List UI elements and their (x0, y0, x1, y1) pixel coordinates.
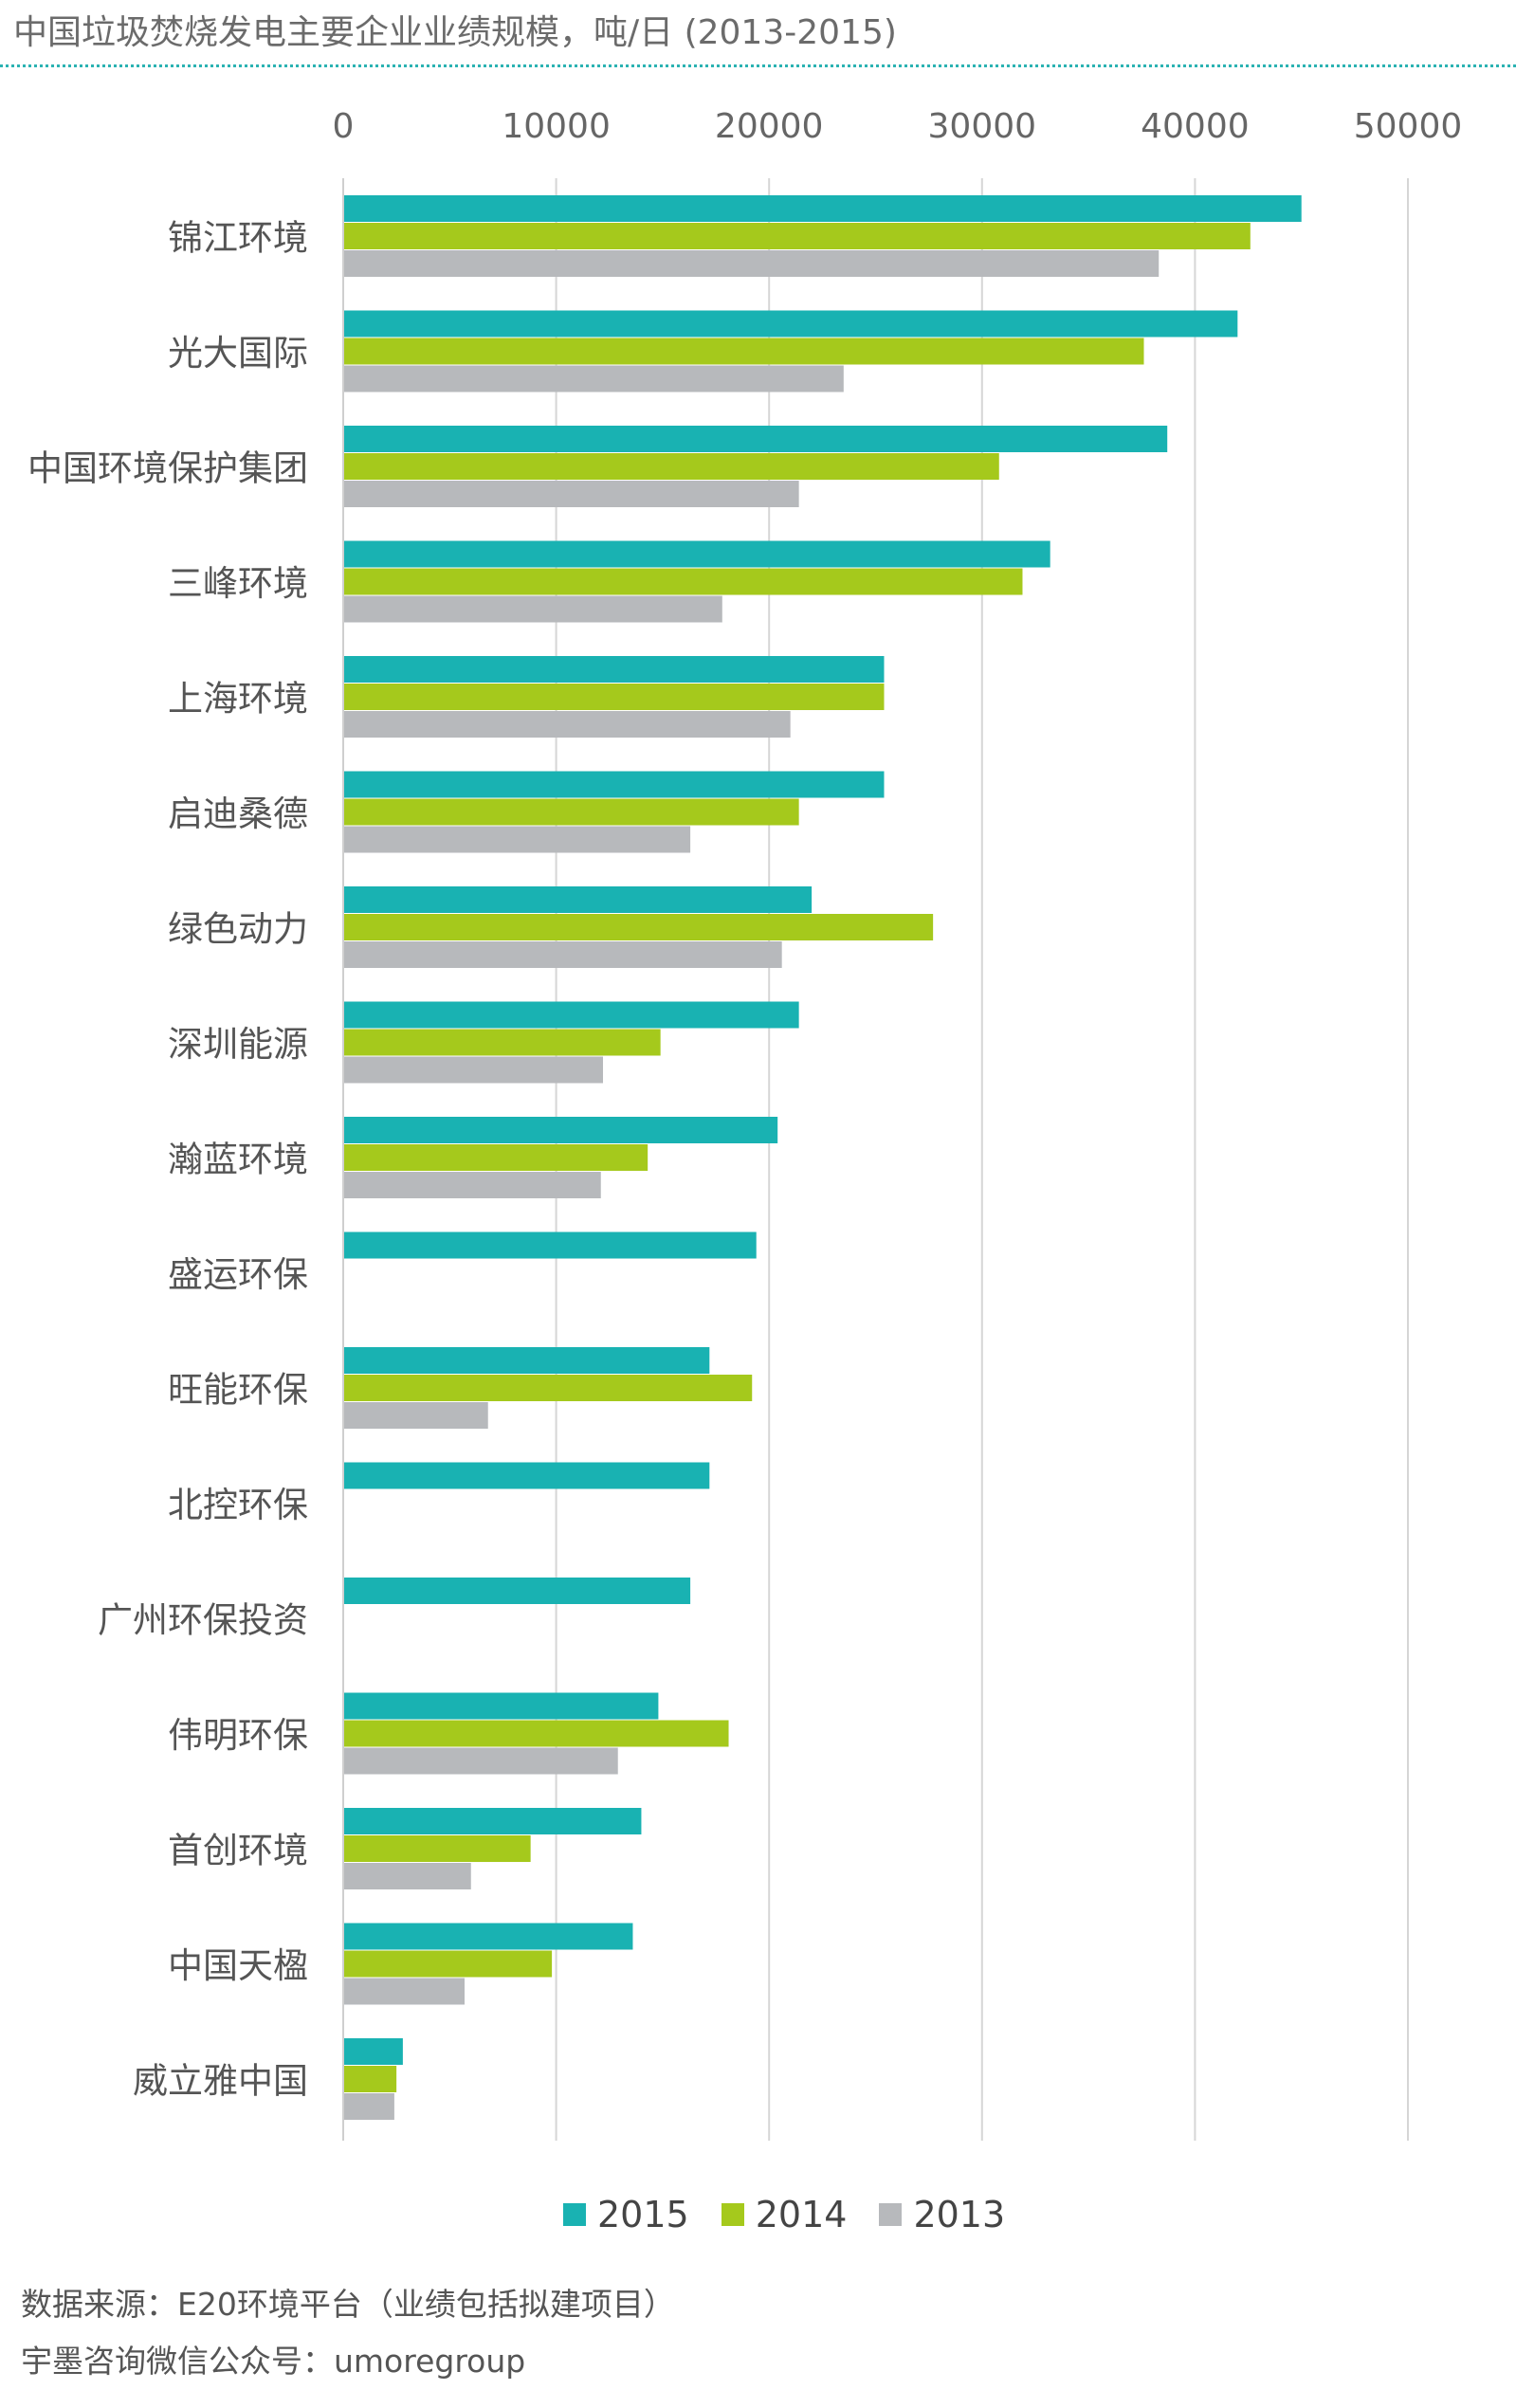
title-divider (0, 64, 1516, 67)
legend-swatch (879, 2203, 903, 2226)
bar-2015 (343, 1231, 757, 1259)
x-tick-label: 30000 (928, 107, 1037, 146)
bar-2015 (343, 540, 1050, 568)
bar-2015 (343, 771, 885, 798)
data-source-note: 数据来源：E20环境平台（业绩包括拟建项目） (21, 2286, 675, 2323)
bar-2015 (343, 1923, 633, 1950)
bar-2015 (343, 1347, 710, 1374)
bar-2014 (343, 798, 799, 826)
bar-2013 (343, 2093, 394, 2120)
category-label: 首创环境 (168, 1831, 308, 1871)
wechat-account-note: 宇墨咨询微信公众号：umoregroup (21, 2343, 526, 2380)
bar-2014 (343, 1144, 648, 1171)
bar-2013 (343, 1863, 471, 1889)
bar-2013 (343, 595, 722, 623)
category-label: 中国环境保护集团 (27, 448, 308, 489)
bar-2013 (343, 481, 799, 507)
x-tick-label: 10000 (502, 107, 611, 146)
category-label: 上海环境 (168, 679, 308, 720)
x-tick-label: 50000 (1354, 107, 1463, 146)
legend-item-2014: 2014 (721, 2194, 848, 2235)
bar-2015 (343, 2038, 403, 2065)
category-label: 启迪桑德 (168, 794, 308, 834)
chart-title: 中国垃圾焚烧发电主要企业业绩规模，吨/日 (2013-2015) (13, 13, 897, 52)
bar-2015 (343, 426, 1168, 452)
bar-2015 (343, 195, 1302, 222)
bar-2013 (343, 826, 691, 853)
category-label: 三峰环境 (168, 563, 308, 604)
category-label: 伟明环保 (168, 1715, 308, 1756)
bar-2013 (343, 365, 844, 392)
bar-2014 (343, 684, 885, 710)
bar-2015 (343, 1808, 642, 1834)
legend-item-2015: 2015 (563, 2194, 689, 2235)
x-tick-label: 20000 (715, 107, 824, 146)
bar-2014 (343, 1835, 531, 1862)
category-label: 旺能环保 (168, 1370, 308, 1411)
category-label: 盛运环保 (168, 1254, 308, 1295)
category-label: 广州环保投资 (98, 1600, 308, 1641)
category-label: 深圳能源 (168, 1024, 308, 1065)
bar-2015 (343, 310, 1238, 337)
legend-swatch (721, 2203, 744, 2226)
bar-2015 (343, 1692, 659, 1720)
bar-2013 (343, 250, 1160, 277)
bar-2015 (343, 1462, 710, 1489)
bar-2014 (343, 914, 934, 940)
bar-2013 (343, 941, 782, 968)
category-label: 北控环保 (168, 1485, 308, 1525)
bar-2013 (343, 1056, 604, 1084)
category-label: 威立雅中国 (133, 2061, 308, 2102)
bar-2014 (343, 1950, 553, 1978)
bar-2013 (343, 1402, 488, 1429)
category-label: 瀚蓝环境 (168, 1140, 308, 1180)
x-tick-label: 0 (333, 107, 355, 146)
bar-2015 (343, 656, 885, 683)
bar-2015 (343, 1578, 691, 1604)
bar-2013 (343, 1747, 618, 1775)
category-label: 锦江环境 (168, 218, 308, 259)
bar-2014 (343, 337, 1144, 365)
chart-legend: 2015 2014 2013 (563, 2190, 1005, 2239)
bar-2015 (343, 886, 813, 913)
bar-2013 (343, 1172, 601, 1198)
bar-2014 (343, 1375, 753, 1401)
legend-label: 2013 (913, 2194, 1006, 2235)
bar-chart: 0 10000 20000 30000 40000 50000 锦江环境光大国际中国环境保护… (27, 107, 1463, 2141)
bar-2015 (343, 1001, 799, 1029)
bar-2014 (343, 1720, 729, 1747)
bar-2013 (343, 1978, 466, 2005)
bar-2014 (343, 453, 999, 480)
legend-item-2013: 2013 (879, 2194, 1005, 2235)
legend-label: 2015 (597, 2194, 689, 2235)
legend-swatch (563, 2203, 586, 2226)
category-label: 光大国际 (168, 333, 308, 374)
x-tick-label: 40000 (1141, 107, 1250, 146)
bar-2014 (343, 2066, 397, 2092)
bar-2015 (343, 1117, 778, 1143)
category-label: 中国天楹 (168, 1945, 308, 1986)
bar-2013 (343, 711, 791, 738)
bar-2014 (343, 568, 1023, 595)
category-label: 绿色动力 (168, 909, 308, 950)
bar-2014 (343, 223, 1251, 249)
bar-2014 (343, 1029, 661, 1056)
legend-label: 2014 (755, 2194, 848, 2235)
